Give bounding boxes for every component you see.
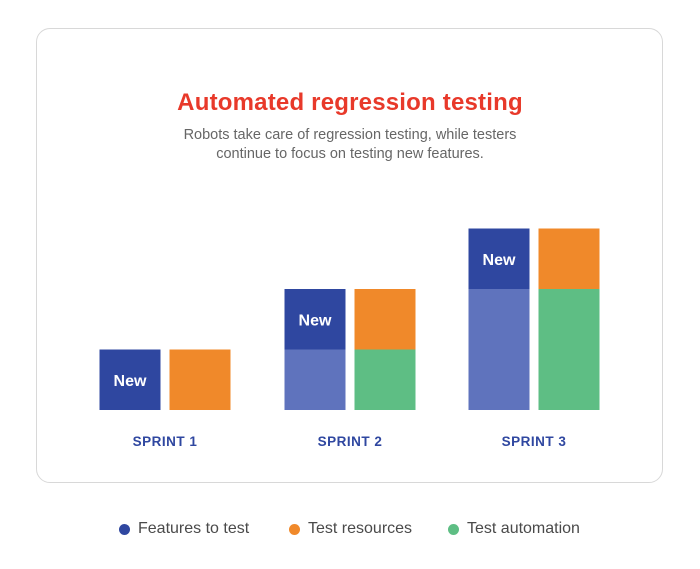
legend: Features to test Test resources Test aut… [0, 520, 700, 544]
chart-subtitle-line-2: continue to focus on testing new feature… [216, 146, 484, 162]
sprint-3-automation-bar [538, 289, 600, 410]
sprint-3-category-label: SPRINT 3 [502, 434, 567, 449]
sprint-1-category-label: SPRINT 1 [133, 434, 198, 449]
sprint-3-new-label: New [483, 252, 516, 269]
chart-title: Automated regression testing [177, 89, 523, 116]
sprint-1-resources-bar [169, 349, 231, 410]
sprint-2-resources-bar [354, 289, 416, 350]
sprint-3-new-features-bar [468, 228, 530, 289]
sprint-2-new-features-bar [284, 289, 346, 350]
automation-legend-dot-icon [448, 523, 459, 535]
chart-subtitle: Robots take care of regression testing, … [150, 126, 550, 164]
legend-item-features: Features to test [119, 520, 249, 538]
legend-item-resources: Test resources [289, 520, 412, 538]
sprint-2-new-label: New [299, 312, 332, 329]
legend-item-automation: Test automation [448, 520, 580, 538]
sprint-2-category-label: SPRINT 2 [318, 434, 383, 449]
legend-label-features: Features to test [138, 520, 250, 537]
legend-label-automation: Test automation [467, 520, 580, 537]
sprint-3-existing-features-bar [468, 289, 530, 410]
sprint-3-resources-bar [538, 228, 600, 289]
sprint-1-new-features-bar [99, 349, 161, 410]
legend-label-resources: Test resources [308, 520, 413, 537]
features-legend-dot-icon [119, 523, 130, 535]
chart-subtitle-line-1: Robots take care of regression testing, … [183, 127, 517, 143]
resources-legend-dot-icon [289, 523, 300, 535]
sprint-2-automation-bar [354, 349, 416, 410]
sprint-1-new-label: New [114, 373, 147, 390]
sprint-2-existing-features-bar [284, 349, 346, 410]
